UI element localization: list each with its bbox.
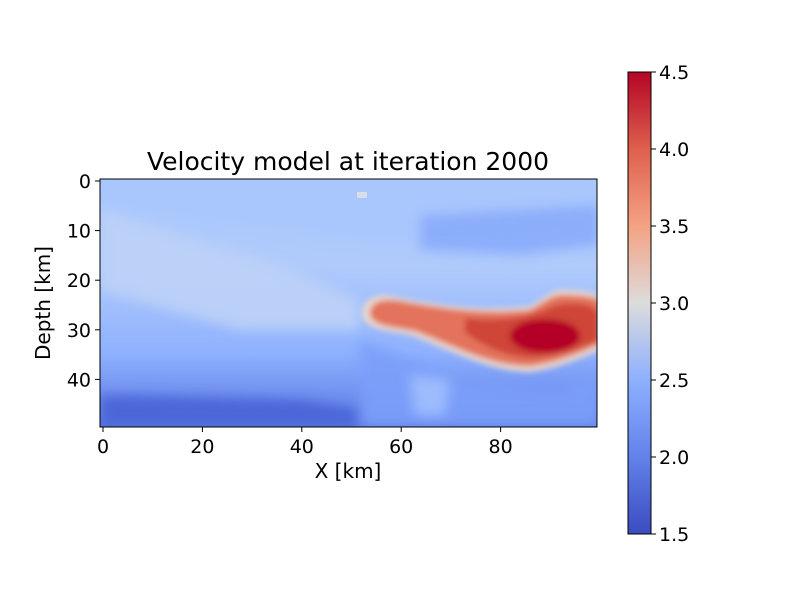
x-axis-label: X [km]	[315, 459, 382, 483]
heatmap-frame	[99, 178, 598, 428]
colorbar-gradient	[627, 71, 652, 535]
colorbar-tick-label: 2.0	[659, 447, 689, 469]
heatmap-right-dark-band	[420, 205, 597, 255]
y-tick-label: 40	[67, 369, 91, 391]
colorbar-tick-label: 4.0	[659, 139, 689, 161]
colorbar-tick-label: 1.5	[659, 524, 689, 546]
colorbar-tick-label: 3.5	[659, 216, 689, 238]
colorbar-tick-label: 4.5	[659, 62, 689, 84]
x-tick-label: 40	[290, 436, 314, 458]
colorbar-tick-label: 2.5	[659, 370, 689, 392]
x-tick-label: 60	[389, 436, 413, 458]
heatmap-light-wedge	[100, 210, 360, 330]
y-tick-label: 20	[67, 270, 91, 292]
x-tick-label: 0	[97, 436, 109, 458]
colorbar-ticks: 1.5 2.0 2.5 3.0 3.5 4.0 4.5	[651, 62, 689, 546]
x-tick-label: 80	[489, 436, 513, 458]
x-axis: 0 20 40 60 80	[97, 427, 513, 458]
y-tick-label: 30	[67, 320, 91, 342]
chart-title: Velocity model at iteration 2000	[147, 147, 549, 176]
colorbar: 1.5 2.0 2.5 3.0 3.5 4.0 4.5	[627, 62, 689, 546]
heatmap-pale-column	[410, 375, 450, 415]
heatmap-plot-area	[99, 178, 598, 428]
y-tick-label: 10	[67, 221, 91, 243]
x-tick-label: 20	[190, 436, 214, 458]
colorbar-tick-label: 3.0	[659, 293, 689, 315]
y-axis-label: Depth [km]	[31, 246, 55, 360]
y-axis: 0 10 20 30 40	[67, 171, 100, 391]
y-tick-label: 0	[79, 171, 91, 193]
heatmap-point-feature	[357, 192, 367, 198]
heatmap-low-velocity-left	[100, 395, 360, 427]
anomaly-peak	[510, 319, 580, 353]
